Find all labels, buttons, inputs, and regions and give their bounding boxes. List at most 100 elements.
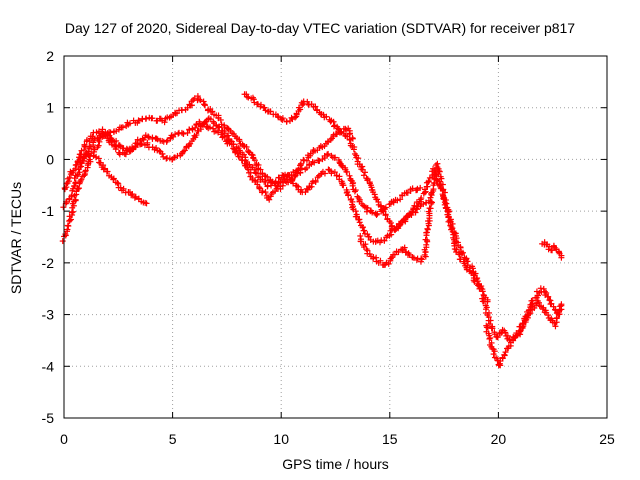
data-point [251,157,258,164]
data-point [289,177,296,184]
x-tick-label: 20 [491,431,507,447]
data-point [98,130,105,137]
data-point [78,163,85,170]
data-point [418,195,425,202]
data-point [243,93,250,100]
data-point [160,153,167,160]
data-point [300,156,307,163]
x-tick-label: 5 [169,431,177,447]
data-point [134,136,141,143]
data-point [346,172,353,179]
data-point [479,288,486,295]
data-point [364,204,371,211]
data-point [243,143,250,150]
data-point [70,208,77,215]
data-point [89,133,96,140]
data-point [366,233,373,240]
data-point [537,285,544,292]
data-point [348,196,355,203]
data-point [409,254,416,261]
series-track-8 [479,285,565,344]
data-point [100,166,107,173]
data-point [369,209,376,216]
data-point [445,208,452,215]
data-point [351,188,358,195]
data-point [421,251,428,258]
data-point [502,329,509,336]
data-point [425,208,432,215]
data-point [236,136,243,143]
data-point [401,244,408,251]
data-point [256,185,263,192]
data-point [361,227,368,234]
data-point [279,115,286,122]
data-point [418,255,425,262]
data-point [457,256,464,263]
data-point [276,174,283,181]
data-point [328,170,335,177]
data-point [283,118,290,125]
data-point [377,202,384,209]
data-point [385,260,392,267]
data-point [351,150,358,157]
data-point [149,134,156,141]
data-point [525,307,532,314]
x-tick-label: 0 [60,431,68,447]
data-point [391,251,398,258]
data-point [497,330,504,337]
data-point [441,201,448,208]
data-point [240,142,247,149]
data-point [331,154,338,161]
x-tick-label: 25 [599,431,615,447]
data-point [506,336,513,343]
data-point [422,236,429,243]
series-track-4 [72,151,150,207]
data-point [104,168,111,175]
series-track-9 [539,239,565,261]
data-point [346,136,353,143]
data-point [512,333,519,340]
data-point [333,172,340,179]
data-point [145,133,152,140]
data-point [489,325,496,332]
data-point [414,185,421,192]
data-point [138,140,145,147]
data-point [457,244,464,251]
y-tick-label: -4 [42,358,55,374]
grid-lines [64,56,607,418]
data-point [511,334,518,341]
data-point [163,138,170,145]
data-point [475,282,482,289]
data-point [382,204,389,211]
data-point [262,189,269,196]
data-point [295,166,302,173]
data-point [447,222,454,229]
data-point [418,256,425,263]
y-axis-label: SDTVAR / TECUs [8,181,24,295]
data-point [129,146,136,153]
data-point [264,173,271,180]
data-point [67,216,74,223]
data-point [370,255,377,262]
data-point [116,142,123,149]
data-point [66,174,73,181]
data-point [303,157,310,164]
data-point [197,97,204,104]
series-track-5 [241,91,485,292]
data-point [164,137,171,144]
data-point [192,124,199,131]
data-point [381,237,388,244]
data-point [417,184,424,191]
data-point [217,116,224,123]
data-point [209,108,216,115]
data-point [436,178,443,185]
data-point [358,238,365,245]
data-point [481,298,488,305]
y-tick-label: 2 [46,48,54,64]
data-point [352,208,359,215]
data-point [379,207,386,214]
data-point [119,124,126,131]
data-point [261,104,268,111]
data-point [429,199,436,206]
x-tick-label: 10 [273,431,289,447]
